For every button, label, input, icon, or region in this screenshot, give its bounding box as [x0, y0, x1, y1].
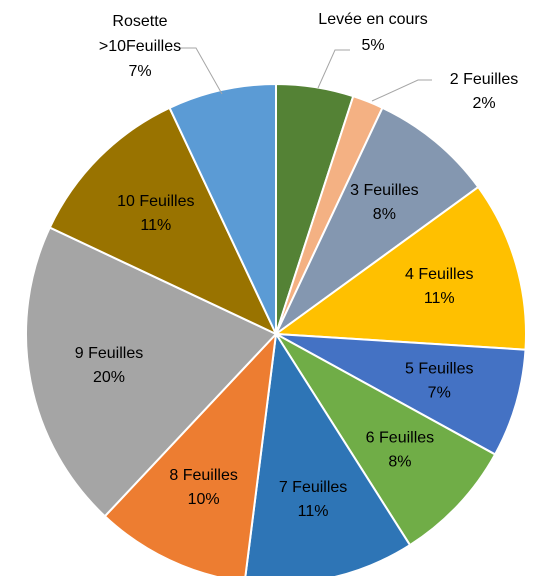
slice-label-line: >10Feuilles — [99, 38, 181, 55]
slice-value-label: 2% — [472, 95, 495, 112]
slice-value-label: 20% — [93, 369, 125, 386]
slice-label: 8 Feuilles — [169, 467, 237, 484]
slice-label: 2 Feuilles — [450, 71, 518, 88]
pie-slice — [273, 185, 527, 351]
slice-value-label: 7% — [128, 63, 151, 80]
slice-label: 7 Feuilles — [279, 479, 347, 496]
pie-slice — [275, 106, 480, 335]
slice-value-label: 5% — [361, 37, 384, 54]
slice-label-line: Rosette — [112, 13, 167, 30]
slice-label: Levée en cours — [318, 11, 427, 28]
slice-value-label: 11% — [424, 290, 455, 307]
pie-slice — [275, 333, 527, 456]
pie-slice — [25, 226, 278, 518]
leader-line — [317, 49, 350, 89]
slice-label: 5 Feuilles — [405, 361, 473, 378]
pie-slice — [168, 82, 277, 335]
pie-slice — [48, 106, 279, 337]
leader-line — [180, 47, 223, 95]
slice-value-label: 11% — [298, 503, 329, 520]
leader-line — [371, 79, 432, 102]
slice-label: 9 Feuilles — [75, 345, 143, 362]
pie-slice — [103, 331, 278, 576]
slices — [25, 82, 527, 576]
slice-label: 4 Feuilles — [405, 266, 473, 283]
slice-label: 6 Feuilles — [366, 430, 434, 447]
slice-label: 3 Feuilles — [350, 182, 418, 199]
slice-value-label: 11% — [140, 217, 171, 234]
slice-value-label: 8% — [373, 206, 396, 223]
pie-slice — [275, 333, 497, 547]
pie-slice — [244, 331, 412, 576]
slice-value-label: 7% — [428, 385, 451, 402]
slice-label: 10 Feuilles — [117, 193, 194, 210]
slice-value-label: 8% — [388, 454, 411, 471]
slice-value-label: 10% — [188, 491, 220, 508]
slice-label: Rosette >10Feuilles — [99, 13, 181, 55]
